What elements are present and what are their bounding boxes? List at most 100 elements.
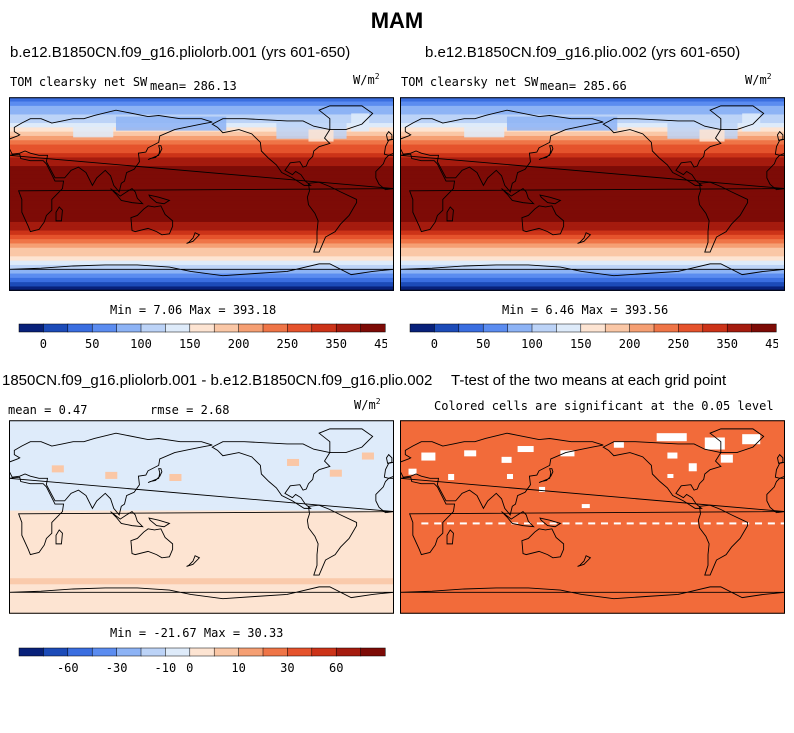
coastline-eurasia <box>9 432 213 516</box>
heatmap-band <box>9 484 394 489</box>
heatmap-band <box>400 131 785 137</box>
non-significant-cell <box>560 450 575 457</box>
heatmap-band <box>9 433 394 437</box>
coastline-greenland <box>709 428 765 453</box>
heatmap-band <box>9 97 394 102</box>
panel2-minmax: Min = 6.46 Max = 393.56 <box>502 303 669 317</box>
non-significant-cell <box>575 522 583 525</box>
map-panel-pliolorb <box>9 97 394 291</box>
non-significant-cell <box>434 522 442 525</box>
colorbar-tick-label: 150 <box>570 337 592 350</box>
colorbar-tick-label: 200 <box>228 337 250 350</box>
heatmap-band <box>400 252 785 257</box>
non-significant-cell <box>408 468 417 475</box>
panel3-mean: mean = 0.47 <box>8 403 88 417</box>
heatmap-band <box>9 504 394 508</box>
non-significant-cell <box>562 522 570 525</box>
heatmap-band <box>400 157 785 163</box>
heatmap-band <box>9 523 394 528</box>
heatmap-band <box>400 170 785 176</box>
panel3-units: W/m2 <box>354 397 381 412</box>
colorbar-box <box>140 647 166 657</box>
non-significant-cell <box>678 522 686 525</box>
coastline-antarctica <box>9 586 394 600</box>
panel3-rmse: rmse = 2.68 <box>150 403 230 417</box>
heatmap-band <box>9 174 394 180</box>
colorbar-tick-label: 100 <box>521 337 543 350</box>
coastlines <box>400 105 785 277</box>
heatmap-band <box>9 144 394 150</box>
coastline-new-guinea <box>539 517 562 528</box>
coastline-africa-west <box>375 477 394 514</box>
coastline-japan <box>538 145 554 161</box>
coastline-new-zealand <box>186 555 201 567</box>
colorbar-box <box>238 323 264 333</box>
coastline-uk <box>386 130 393 141</box>
colorbar-box <box>531 323 557 333</box>
coastlines <box>9 105 394 277</box>
coastline-new-guinea <box>148 517 171 528</box>
coastline-antarctica <box>9 263 394 277</box>
colorbar-box <box>751 323 777 333</box>
colorbar-box <box>360 323 386 333</box>
coastline-new-zealand <box>577 232 592 244</box>
colorbar-box <box>43 323 69 333</box>
coastline-new-guinea <box>539 194 562 205</box>
heatmap-band <box>400 221 785 227</box>
colorbar-tick-label: 0 <box>431 337 438 350</box>
heatmap-band <box>9 256 394 262</box>
colorbar-box <box>165 323 191 333</box>
heatmap-band <box>9 475 394 479</box>
heatmap-band <box>9 277 394 283</box>
coastline-uk <box>386 453 393 464</box>
coastline-south-america <box>697 181 749 253</box>
colorbar-tick-label: 350 <box>325 337 347 350</box>
land-patch <box>351 113 370 132</box>
heatmap-band <box>400 273 785 279</box>
coastline-africa-west <box>766 154 785 191</box>
heatmap-band <box>9 462 394 466</box>
heatmap-band <box>9 429 394 434</box>
panel2-units: W/m2 <box>745 72 772 87</box>
heatmap-band <box>400 269 785 274</box>
land-patch <box>115 116 227 131</box>
heatmap-band <box>400 174 785 180</box>
heatmap-bands <box>9 420 394 614</box>
coastline-japan <box>147 468 163 484</box>
heatmap-band <box>400 135 785 141</box>
heatmap-band <box>9 260 394 266</box>
heatmap-band <box>9 549 394 553</box>
colorbar-box <box>18 323 44 333</box>
heatmap-band <box>9 170 394 176</box>
heatmap-band <box>9 452 394 457</box>
heatmap-cell <box>51 465 64 473</box>
heatmap-band <box>400 264 785 270</box>
colorbar-box <box>262 323 288 333</box>
heatmap-band <box>9 565 394 570</box>
heatmap-band <box>9 487 394 492</box>
colorbar-box <box>67 647 93 657</box>
coastline-madagascar <box>446 206 454 222</box>
heatmap-band <box>9 533 394 537</box>
heatmap-band <box>400 105 785 111</box>
colorbar-tick-label: 50 <box>85 337 99 350</box>
coastline-eurasia <box>9 109 213 193</box>
non-significant-cell <box>665 522 673 525</box>
non-significant-cell <box>588 522 596 525</box>
colorbar-box <box>678 323 704 333</box>
non-significant-cell <box>447 522 455 525</box>
heatmap-band <box>9 200 394 206</box>
non-significant-cell <box>667 473 674 478</box>
heatmap-band <box>9 500 394 505</box>
heatmap-band <box>400 196 785 201</box>
heatmap-band <box>9 217 394 223</box>
non-significant-cell <box>536 522 544 525</box>
heatmap-band <box>9 507 394 511</box>
heatmap-band <box>9 153 394 158</box>
non-significant-cell <box>464 450 477 457</box>
colorbar-box <box>604 323 631 333</box>
non-significant-cells <box>408 433 785 525</box>
heatmap-band <box>9 587 394 592</box>
coastline-australia <box>521 528 565 559</box>
heatmap-band <box>9 269 394 274</box>
